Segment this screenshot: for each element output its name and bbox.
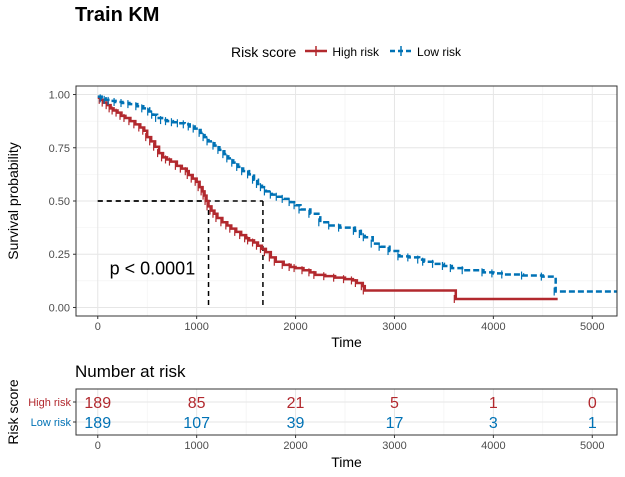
x-axis-label: Time <box>331 334 362 350</box>
y-axis-label: Survival probability <box>5 142 21 260</box>
y-tick-label: 0.75 <box>49 143 70 155</box>
risk-x-axis-label: Time <box>331 454 362 470</box>
risk-row-label: High risk <box>28 397 71 409</box>
x-tick-label: 2000 <box>283 321 307 333</box>
x-tick-label: 3000 <box>382 321 406 333</box>
risk-count: 1 <box>489 395 498 412</box>
y-tick-label: 0.00 <box>49 302 70 314</box>
risk-count: 21 <box>287 395 305 412</box>
risk-count: 3 <box>489 415 498 432</box>
chart-title: Train KM <box>75 4 160 26</box>
risk-count: 5 <box>390 395 399 412</box>
risk-x-tick-label: 4000 <box>481 440 505 452</box>
legend-label-high-risk: High risk <box>332 45 380 59</box>
legend-key-low-risk <box>389 45 413 60</box>
risk-row-label: Low risk <box>31 417 72 429</box>
risk-x-tick-label: 2000 <box>283 440 307 452</box>
legend-key-high-risk <box>304 45 328 60</box>
risk-x-tick-label: 3000 <box>382 440 406 452</box>
plot-border <box>75 85 618 317</box>
risk-table-border <box>75 388 618 436</box>
risk-x-tick-label: 5000 <box>580 440 604 452</box>
legend-title: Risk score <box>231 44 297 60</box>
risk-table-title: Number at risk <box>75 362 186 381</box>
legend: Risk score High risk Low risk <box>231 43 471 61</box>
risk-count: 0 <box>588 395 597 412</box>
y-tick-label: 0.50 <box>49 196 70 208</box>
risk-count: 189 <box>84 395 111 412</box>
risk-count: 107 <box>183 415 210 432</box>
y-tick-label: 1.00 <box>49 90 70 102</box>
x-tick-label: 5000 <box>580 321 604 333</box>
risk-count: 85 <box>188 395 206 412</box>
x-tick-label: 1000 <box>184 321 208 333</box>
p-value-annotation: p < 0.0001 <box>110 258 196 278</box>
risk-count: 39 <box>287 415 305 432</box>
legend-label-low-risk: Low risk <box>417 45 462 59</box>
risk-y-axis-label: Risk score <box>5 379 21 445</box>
risk-x-tick-label: 0 <box>95 440 101 452</box>
survival-curve-low-risk <box>97 95 617 293</box>
y-tick-label: 0.25 <box>49 249 70 261</box>
x-tick-label: 0 <box>95 321 101 333</box>
risk-count: 17 <box>386 415 404 432</box>
x-tick-label: 4000 <box>481 321 505 333</box>
risk-x-tick-label: 1000 <box>184 440 208 452</box>
risk-count: 189 <box>84 415 111 432</box>
risk-count: 1 <box>588 415 597 432</box>
